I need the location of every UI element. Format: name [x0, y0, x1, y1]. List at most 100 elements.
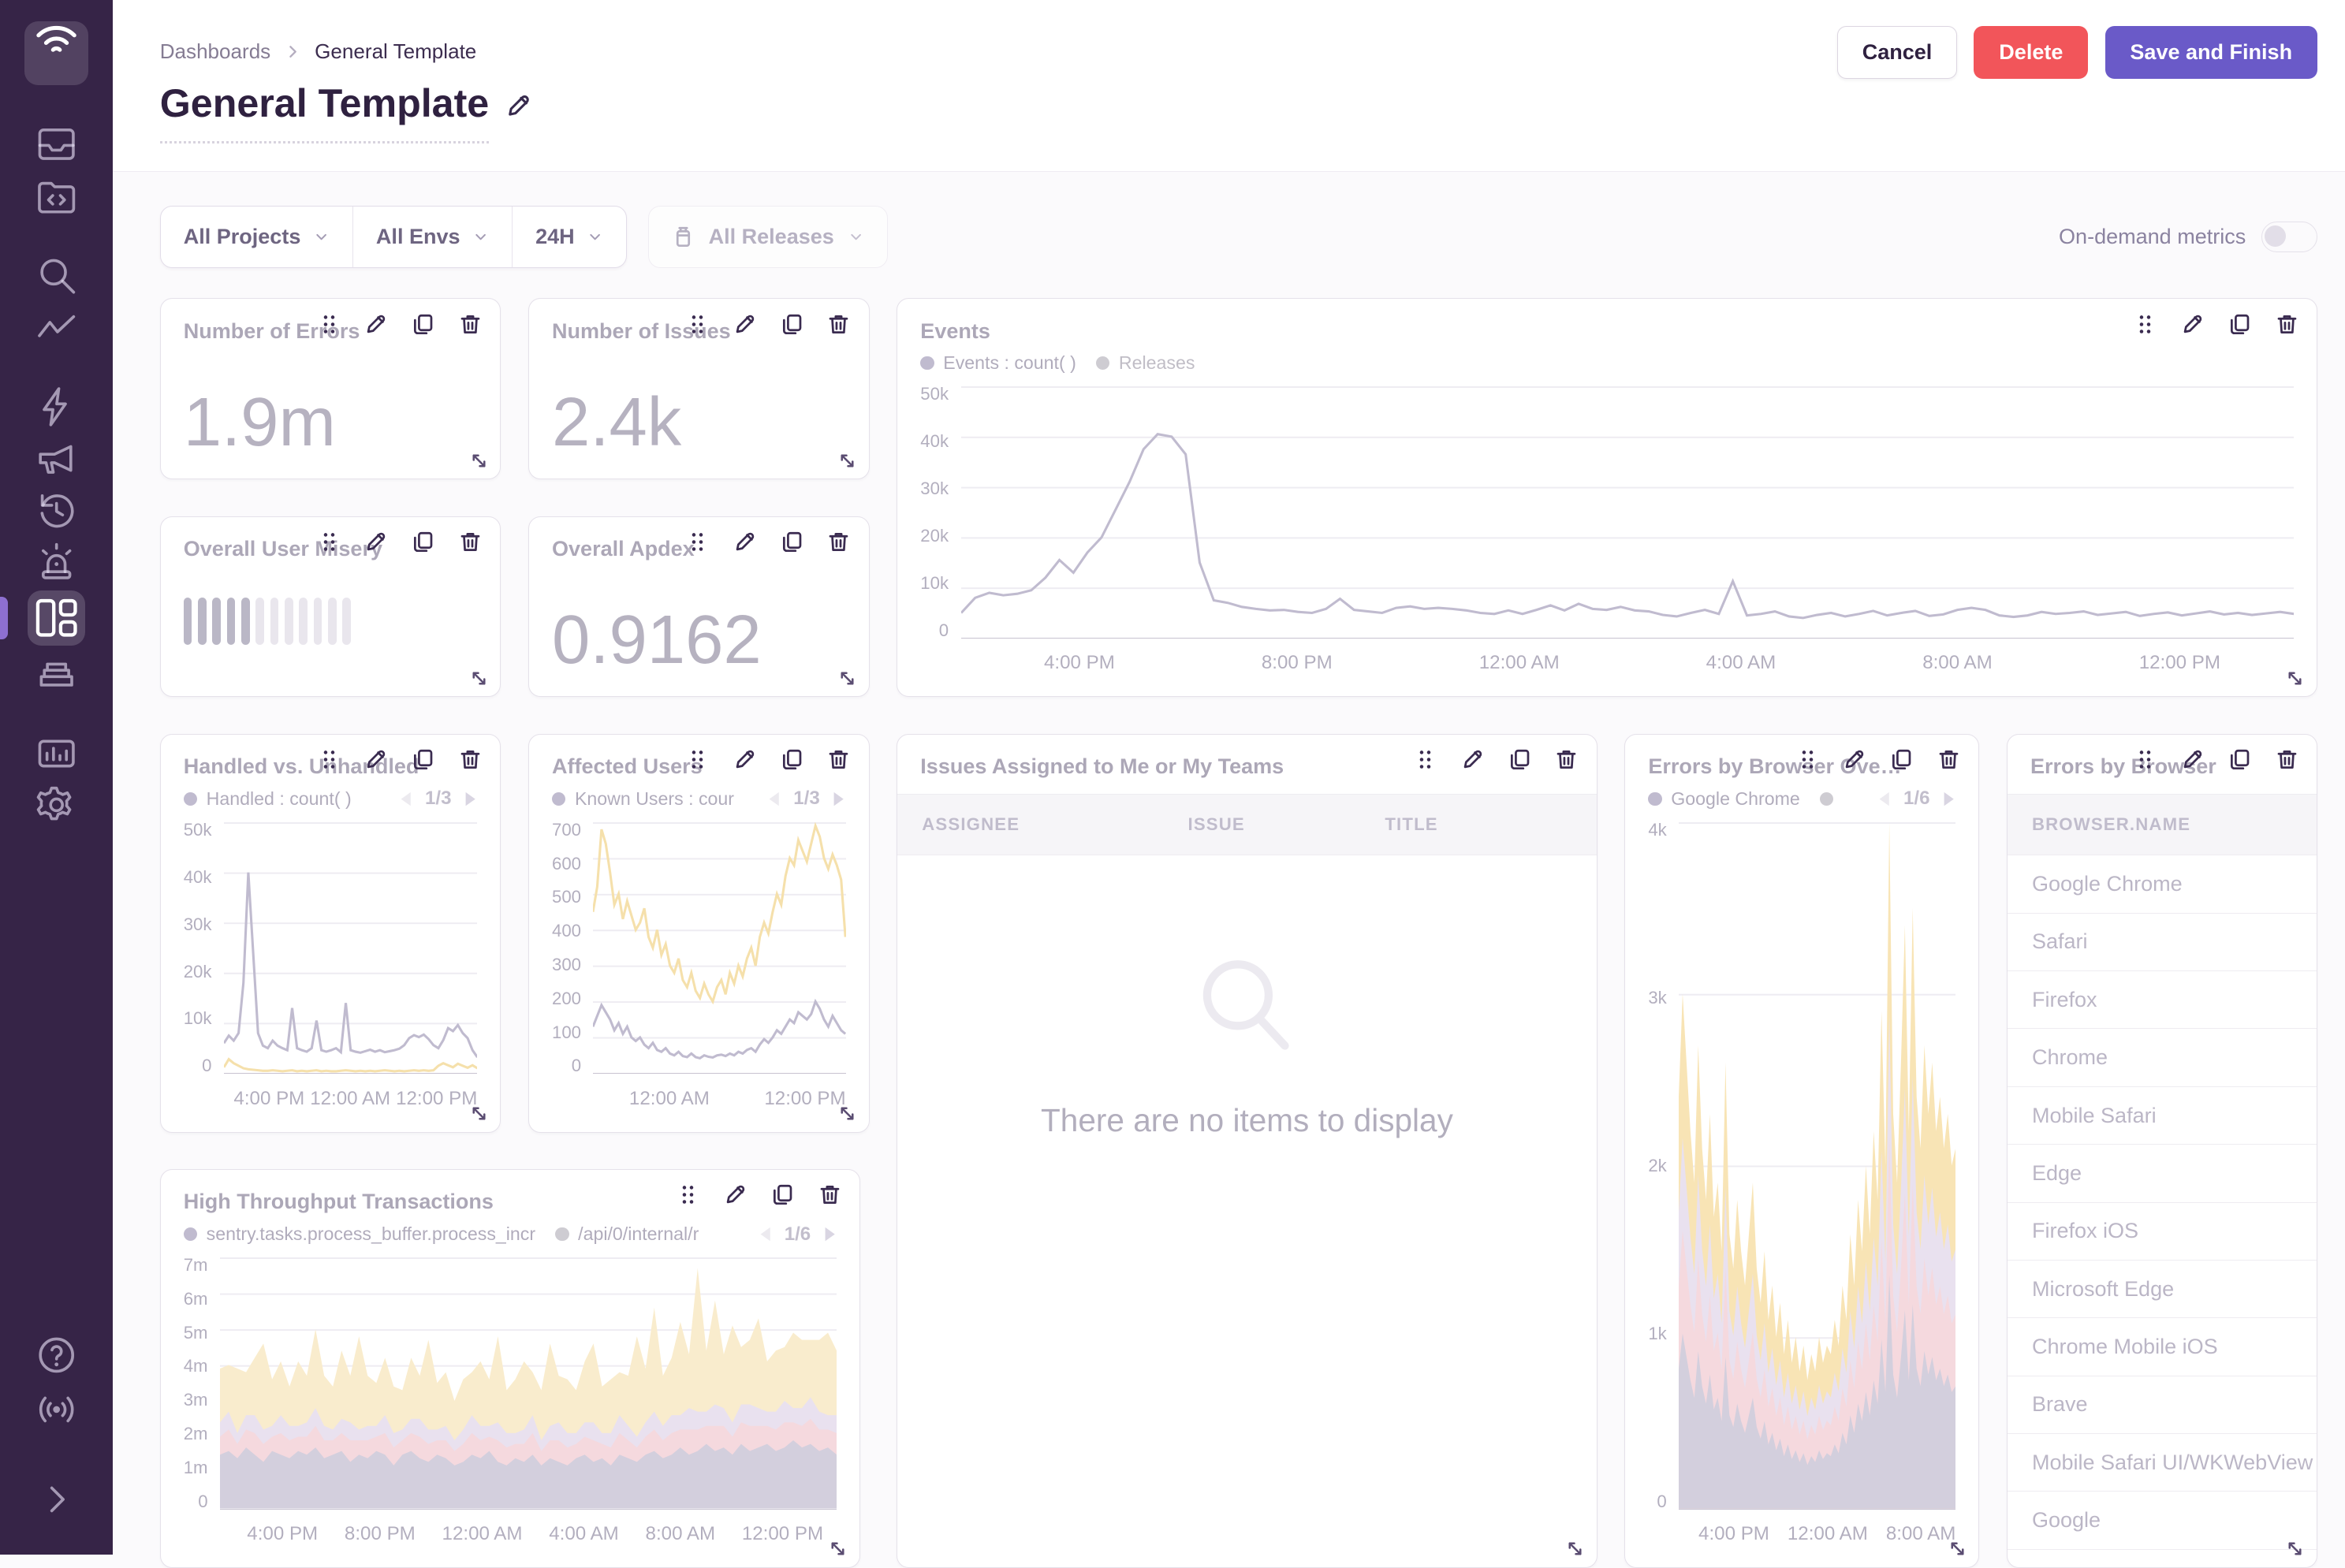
edit-widget-icon[interactable] — [733, 531, 756, 553]
edit-title-icon[interactable] — [505, 93, 531, 119]
table-row: Google — [2008, 1492, 2317, 1550]
pager-prev-icon[interactable] — [759, 1226, 772, 1242]
drag-handle-icon[interactable] — [2134, 748, 2157, 771]
pager-next-icon[interactable] — [1942, 791, 1955, 807]
delete-widget-icon[interactable] — [827, 531, 850, 553]
chart-legend: Handled : count( ) 1/3 — [183, 788, 478, 810]
resize-handle-icon[interactable] — [468, 668, 490, 689]
duplicate-widget-icon[interactable] — [412, 313, 434, 336]
drag-handle-icon[interactable] — [686, 313, 709, 336]
resize-handle-icon[interactable] — [468, 450, 490, 471]
resize-handle-icon[interactable] — [837, 450, 858, 471]
sidebar-item-releases[interactable] — [28, 651, 85, 697]
drag-handle-icon[interactable] — [686, 748, 709, 771]
pager-prev-icon[interactable] — [767, 791, 781, 807]
drag-handle-icon[interactable] — [677, 1183, 699, 1206]
breadcrumb-dashboards[interactable]: Dashboards — [159, 39, 271, 64]
resize-handle-icon[interactable] — [1947, 1538, 1968, 1559]
drag-handle-icon[interactable] — [318, 531, 341, 553]
duplicate-widget-icon[interactable] — [2228, 748, 2251, 771]
sidebar-item-explore[interactable] — [28, 252, 85, 298]
pager-next-icon[interactable] — [832, 791, 845, 807]
y-axis: 0 10k 20k 30k 40k 50k — [183, 819, 212, 1076]
edit-widget-icon[interactable] — [364, 531, 387, 553]
resize-handle-icon[interactable] — [1564, 1538, 1586, 1559]
edit-widget-icon[interactable] — [2181, 748, 2204, 771]
edit-widget-icon[interactable] — [364, 313, 387, 336]
edit-widget-icon[interactable] — [2181, 313, 2204, 336]
drag-handle-icon[interactable] — [2134, 313, 2157, 336]
duplicate-widget-icon[interactable] — [1890, 748, 1913, 771]
big-number-value: 2.4k — [552, 384, 682, 461]
duplicate-widget-icon[interactable] — [771, 1183, 794, 1206]
y-axis: 0 1k 2k 3k 4k — [1648, 819, 1667, 1511]
duplicate-widget-icon[interactable] — [412, 531, 434, 553]
help-icon[interactable] — [28, 1332, 85, 1378]
releases-filter[interactable]: All Releases — [648, 205, 889, 268]
duplicate-widget-icon[interactable] — [412, 748, 434, 771]
resize-handle-icon[interactable] — [2284, 668, 2306, 689]
environments-filter[interactable]: All Envs — [352, 206, 512, 267]
delete-widget-icon[interactable] — [827, 748, 850, 771]
sidebar-item-lightning[interactable] — [28, 384, 85, 430]
resize-handle-icon[interactable] — [468, 1103, 490, 1124]
sidebar-item-projects[interactable] — [28, 173, 85, 219]
duplicate-widget-icon[interactable] — [781, 313, 803, 336]
drag-handle-icon[interactable] — [686, 531, 709, 553]
delete-widget-icon[interactable] — [1937, 748, 1960, 771]
table-row: Firefox iOS — [2008, 1203, 2317, 1261]
sidebar-item-settings[interactable] — [28, 782, 85, 828]
duplicate-widget-icon[interactable] — [781, 748, 803, 771]
edit-widget-icon[interactable] — [724, 1183, 747, 1206]
on-demand-metrics-toggle[interactable] — [2261, 221, 2317, 252]
pager-prev-icon[interactable] — [399, 791, 412, 807]
cancel-button[interactable]: Cancel — [1836, 25, 1958, 80]
delete-widget-icon[interactable] — [459, 748, 482, 771]
sidebar-item-stats[interactable] — [28, 731, 85, 777]
sidebar-collapse-icon[interactable] — [28, 1477, 85, 1522]
resize-handle-icon[interactable] — [837, 668, 858, 689]
chart-legend: Events : count( ) Releases — [920, 352, 2294, 374]
drag-handle-icon[interactable] — [318, 748, 341, 771]
table-header: ASSIGNEE ISSUE TITLE — [897, 794, 1597, 856]
delete-widget-icon[interactable] — [2276, 313, 2298, 336]
drag-handle-icon[interactable] — [1414, 748, 1437, 771]
sidebar-item-traces[interactable] — [28, 304, 85, 350]
resize-handle-icon[interactable] — [827, 1538, 848, 1559]
delete-widget-icon[interactable] — [459, 531, 482, 553]
drag-handle-icon[interactable] — [1796, 748, 1819, 771]
broadcast-icon[interactable] — [28, 1387, 85, 1432]
save-and-finish-button[interactable]: Save and Finish — [2105, 25, 2317, 80]
sidebar-item-issues[interactable] — [28, 121, 85, 167]
resize-handle-icon[interactable] — [2284, 1538, 2306, 1559]
delete-widget-icon[interactable] — [827, 313, 850, 336]
widget-title: Overall Apdex — [552, 536, 695, 561]
sidebar-item-replays[interactable] — [28, 487, 85, 533]
pager-next-icon[interactable] — [823, 1226, 837, 1242]
drag-handle-icon[interactable] — [318, 313, 341, 336]
delete-button[interactable]: Delete — [1974, 25, 2089, 80]
delete-widget-icon[interactable] — [1555, 748, 1578, 771]
pager-prev-icon[interactable] — [1877, 791, 1891, 807]
pager-count: 1/6 — [784, 1223, 811, 1245]
edit-widget-icon[interactable] — [364, 748, 387, 771]
pager-next-icon[interactable] — [464, 791, 477, 807]
sentry-logo[interactable] — [24, 21, 88, 86]
delete-widget-icon[interactable] — [818, 1183, 841, 1206]
duplicate-widget-icon[interactable] — [1508, 748, 1531, 771]
edit-widget-icon[interactable] — [1843, 748, 1866, 771]
duplicate-widget-icon[interactable] — [2228, 313, 2251, 336]
projects-filter[interactable]: All Projects — [161, 207, 352, 267]
edit-widget-icon[interactable] — [733, 313, 756, 336]
widget-high-throughput: High Throughput Transactions sentry.task… — [159, 1169, 860, 1568]
edit-widget-icon[interactable] — [1461, 748, 1484, 771]
delete-widget-icon[interactable] — [459, 313, 482, 336]
sidebar-item-alerts[interactable] — [28, 538, 85, 584]
delete-widget-icon[interactable] — [2276, 748, 2298, 771]
sidebar-item-feedback[interactable] — [28, 435, 85, 481]
time-range-filter[interactable]: 24H — [512, 206, 626, 267]
resize-handle-icon[interactable] — [837, 1103, 858, 1124]
duplicate-widget-icon[interactable] — [781, 531, 803, 553]
edit-widget-icon[interactable] — [733, 748, 756, 771]
sidebar-item-dashboards[interactable] — [0, 590, 86, 646]
